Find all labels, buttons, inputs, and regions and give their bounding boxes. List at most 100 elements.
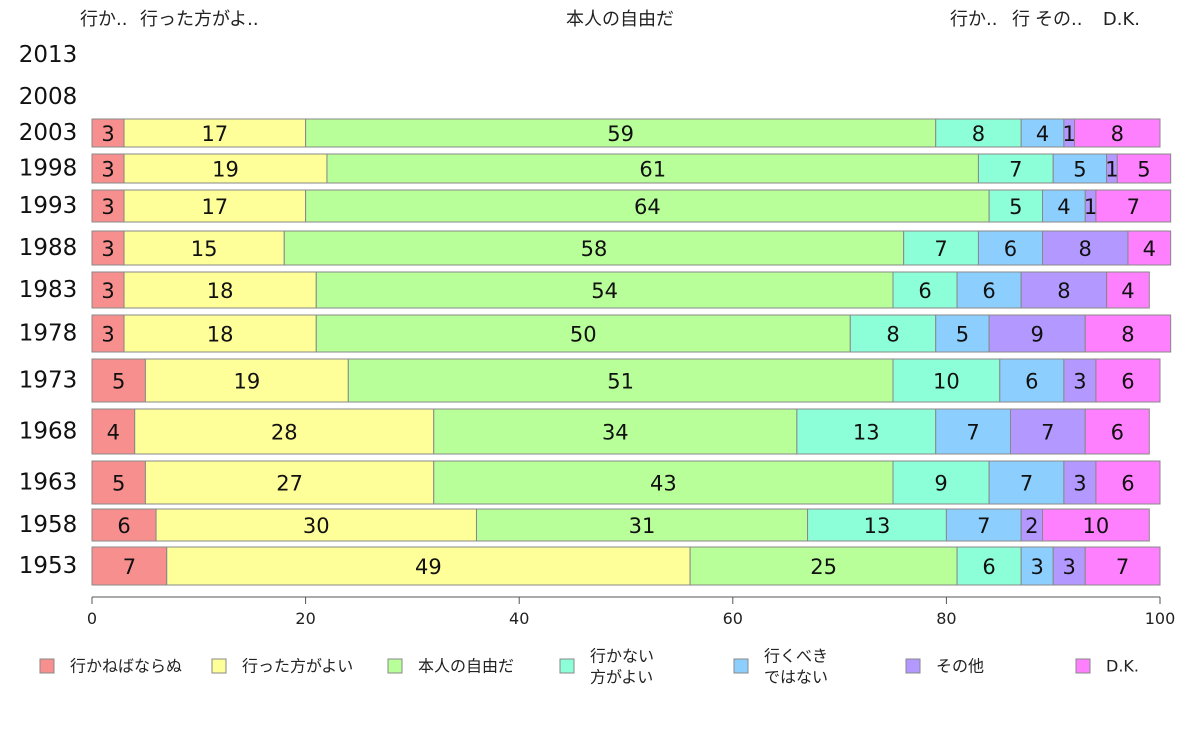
year-label-1963: 1963	[19, 470, 78, 496]
legend-label-2: 本人の自由だ	[418, 657, 514, 676]
bar-1978-series-1	[123, 314, 317, 353]
bar-label-1978-series-5: 9	[1030, 323, 1043, 347]
bar-2003-series-0	[91, 118, 125, 148]
top-label-5: その..	[1035, 9, 1082, 30]
bar-1968-series-5	[1009, 408, 1086, 455]
year-label-1998: 1998	[19, 156, 78, 182]
bar-2003-series-6	[1074, 118, 1161, 148]
legend-swatch-3	[559, 658, 575, 674]
bar-label-1958-series-2: 31	[629, 514, 656, 538]
bar-label-2003-series-0: 3	[101, 122, 114, 146]
bar-1993-series-6	[1095, 189, 1172, 223]
bar-1973-series-3	[892, 358, 1001, 403]
bar-label-1968-series-2: 34	[602, 421, 629, 445]
year-label-2003: 2003	[19, 120, 78, 146]
bar-label-1963-series-4: 7	[1020, 472, 1033, 496]
bar-1963-series-1	[144, 460, 435, 505]
bar-1983-series-0	[91, 271, 125, 309]
legend-swatch-4	[733, 658, 749, 674]
bar-1963-series-0	[91, 460, 146, 505]
bar-label-1963-series-1: 27	[276, 472, 303, 496]
bar-label-1958-series-6: 10	[1083, 514, 1110, 538]
bar-1998-series-3	[977, 153, 1054, 184]
legend-label-4-line-0: 行くべき	[764, 647, 828, 666]
x-tick-label-20: 20	[295, 609, 315, 628]
legend-swatch-0	[39, 658, 55, 674]
bar-label-1973-series-0: 5	[112, 370, 125, 394]
legend-label-5: その他	[936, 657, 984, 676]
bar-label-1973-series-2: 51	[607, 370, 634, 394]
bar-1988-series-5	[1042, 230, 1129, 266]
bar-label-1968-series-4: 7	[966, 421, 979, 445]
bar-label-1958-series-3: 13	[864, 514, 891, 538]
bar-label-1978-series-0: 3	[101, 323, 114, 347]
bar-label-1963-series-3: 9	[934, 472, 947, 496]
year-label-1993: 1993	[19, 193, 78, 219]
bar-1968-series-4	[935, 408, 1011, 455]
legend-swatch-1	[211, 658, 227, 674]
legend-label-1: 行った方がよい	[242, 657, 353, 676]
bar-label-1963-series-0: 5	[112, 472, 125, 496]
bar-label-2003-series-4: 4	[1036, 122, 1049, 146]
legend-swatch-6	[1075, 658, 1091, 674]
bar-label-1988-series-4: 6	[1004, 237, 1017, 261]
bar-1993-series-4	[1042, 189, 1086, 223]
bar-1988-series-2	[283, 230, 905, 266]
bar-1953-series-4	[1020, 546, 1054, 586]
bar-label-1998-series-6: 5	[1137, 158, 1150, 182]
legend-label-3-line-1: 方がよい	[590, 668, 653, 687]
bar-label-1963-series-2: 43	[650, 472, 677, 496]
bar-label-1993-series-5: 1	[1084, 195, 1097, 219]
bar-label-1963-series-5: 3	[1073, 472, 1086, 496]
bar-label-1973-series-5: 3	[1073, 370, 1086, 394]
bar-1968-series-3	[796, 408, 937, 455]
bar-1978-series-5	[988, 314, 1086, 353]
bar-2003-series-1	[123, 118, 307, 148]
year-label-1978: 1978	[19, 321, 78, 347]
bar-1978-series-2	[315, 314, 851, 353]
bar-1963-series-4	[988, 460, 1065, 505]
bar-1993-series-3	[988, 189, 1044, 223]
bar-label-1983-series-3: 6	[918, 279, 931, 303]
bar-1973-series-5	[1063, 358, 1097, 403]
bar-label-1993-series-3: 5	[1009, 195, 1022, 219]
bar-1953-series-1	[166, 546, 691, 586]
top-label-4: 行	[1012, 9, 1030, 30]
bar-label-1978-series-2: 50	[570, 323, 597, 347]
bar-1963-series-6	[1095, 460, 1161, 505]
legend-label-6: D.K.	[1106, 657, 1139, 676]
bar-1973-series-2	[347, 358, 894, 403]
bar-label-1968-series-6: 6	[1111, 421, 1124, 445]
legend-label-0: 行かねばならぬ	[70, 657, 182, 676]
bar-label-1993-series-1: 17	[201, 195, 228, 219]
legend-label-3-line-0: 行かない	[590, 647, 654, 666]
bar-label-2003-series-1: 17	[201, 122, 228, 146]
bar-label-1953-series-6: 7	[1116, 555, 1129, 579]
bar-1973-series-6	[1095, 358, 1161, 403]
bar-label-1998-series-4: 5	[1073, 158, 1086, 182]
bar-1953-series-6	[1084, 546, 1161, 586]
bar-label-1988-series-5: 8	[1079, 237, 1092, 261]
bar-label-1958-series-5: 2	[1025, 514, 1038, 538]
year-label-1973: 1973	[19, 368, 78, 394]
bar-label-1983-series-2: 54	[591, 279, 618, 303]
bar-label-1983-series-4: 6	[982, 279, 995, 303]
bar-label-1983-series-5: 8	[1057, 279, 1070, 303]
bar-label-1998-series-5: 1	[1105, 158, 1118, 182]
bar-label-1973-series-4: 6	[1025, 370, 1038, 394]
bar-1973-series-4	[999, 358, 1065, 403]
top-label-6: D.K.	[1103, 9, 1140, 30]
x-tick-label-0: 0	[87, 609, 97, 628]
bar-1958-series-4	[945, 508, 1022, 542]
bar-label-1953-series-5: 3	[1063, 555, 1076, 579]
bar-1968-series-1	[134, 408, 435, 455]
bar-1958-series-6	[1042, 508, 1150, 542]
bar-label-1953-series-4: 3	[1030, 555, 1043, 579]
bar-label-1983-series-1: 18	[207, 279, 234, 303]
bar-1968-series-0	[91, 408, 136, 455]
bar-label-1973-series-1: 19	[233, 370, 260, 394]
bar-label-1993-series-0: 3	[101, 195, 114, 219]
top-label-2: 本人の自由だ	[566, 9, 674, 30]
year-label-1958: 1958	[19, 512, 78, 538]
